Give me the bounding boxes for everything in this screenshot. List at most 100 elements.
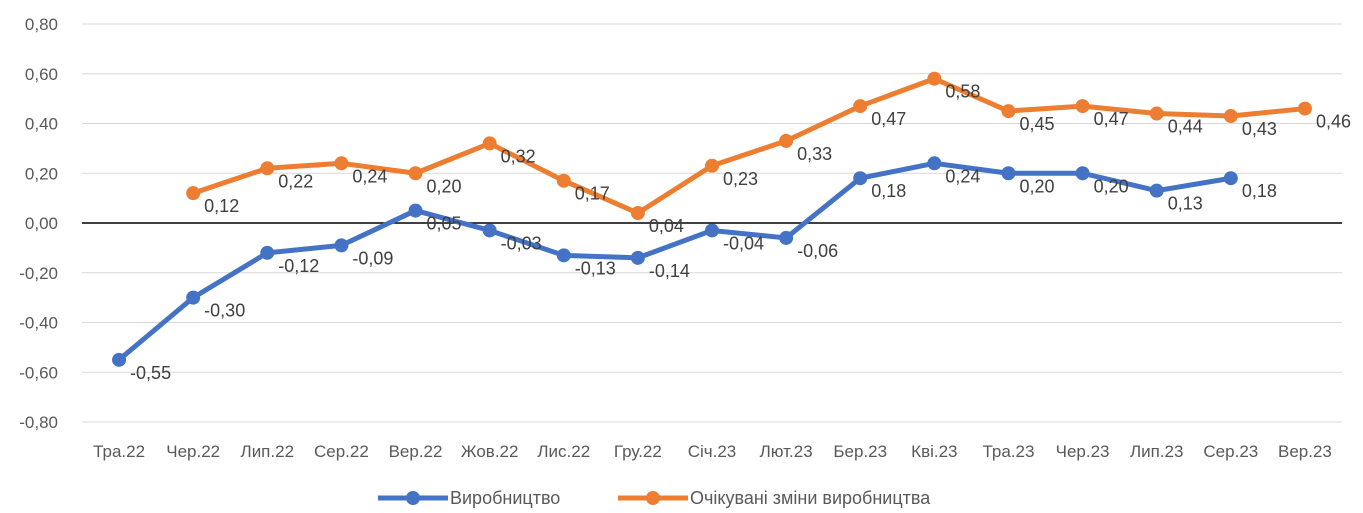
data-label: -0,30 [204, 301, 245, 321]
data-point [186, 290, 201, 305]
data-point [853, 171, 868, 186]
data-point [408, 203, 423, 218]
data-label: 0,24 [352, 166, 387, 186]
data-label: 0,47 [871, 109, 906, 129]
data-label: 0,22 [278, 171, 313, 191]
data-point [853, 99, 868, 114]
y-tick-label: -0,80 [19, 413, 58, 432]
data-point [260, 245, 275, 260]
legend-swatch-marker [646, 491, 660, 505]
y-tick-label: -0,60 [19, 363, 58, 382]
data-label: -0,13 [575, 258, 616, 278]
data-point [482, 136, 497, 151]
data-point [705, 223, 719, 238]
data-label: 0,04 [649, 216, 684, 236]
data-point [1149, 183, 1164, 198]
y-tick-label: 0,20 [25, 164, 58, 183]
legend-swatch-marker [406, 491, 420, 505]
data-point [1075, 99, 1090, 114]
series-line-1 [190, 76, 1308, 216]
data-point [779, 230, 794, 245]
y-tick-label: -0,40 [19, 314, 58, 333]
x-tick-label: Січ.23 [688, 442, 737, 461]
data-label: 0,13 [1168, 194, 1203, 214]
x-tick-label: Гру.22 [614, 442, 662, 461]
x-tick-label: Сер.23 [1203, 442, 1258, 461]
x-tick-label: Жов.22 [461, 442, 519, 461]
data-point [630, 206, 645, 221]
x-tick-label: Тра.23 [982, 442, 1034, 461]
data-point [556, 248, 571, 263]
data-label: 0,18 [1242, 181, 1277, 201]
series-lines [116, 76, 1308, 363]
y-tick-label: -0,20 [19, 264, 58, 283]
series-line-0 [116, 160, 1234, 363]
y-tick-label: 0,00 [25, 214, 58, 233]
data-labels: -0,55 -0,30 -0,12 -0,09 0,05 -0,03 -0,13 -0,14 -… [130, 82, 1351, 383]
gridlines [82, 23, 1342, 423]
data-label: -0,09 [352, 248, 393, 268]
x-tick-label: Лип.22 [241, 442, 295, 461]
data-label: 0,23 [723, 169, 758, 189]
data-label: 0,20 [1019, 176, 1054, 196]
x-tick-label: Лис.22 [537, 442, 590, 461]
data-point [1149, 106, 1164, 121]
data-point [1075, 166, 1090, 181]
data-label: 0,20 [427, 176, 462, 196]
legend-label: Виробництво [450, 488, 560, 508]
data-label: 0,47 [1094, 109, 1129, 129]
x-tick-label: Бер.23 [833, 442, 887, 461]
data-label: -0,03 [501, 233, 542, 253]
data-label: -0,12 [278, 256, 319, 276]
data-point [556, 173, 571, 188]
data-label: -0,14 [649, 261, 690, 281]
y-tick-label: 0,40 [25, 115, 58, 134]
x-tick-label: Кві.23 [911, 442, 957, 461]
data-label: -0,04 [723, 233, 764, 253]
data-label: 0,20 [1094, 176, 1129, 196]
x-tick-label: Лип.23 [1130, 442, 1184, 461]
data-point [1297, 101, 1312, 116]
data-point [927, 71, 942, 86]
x-tick-label: Вер.22 [389, 442, 443, 461]
data-point [112, 352, 127, 367]
legend-label: Очікувані зміни виробництва [690, 488, 931, 508]
series-markers [112, 71, 1312, 367]
data-label: -0,55 [130, 363, 171, 383]
data-label: 0,17 [575, 184, 610, 204]
data-label: 0,33 [797, 144, 832, 164]
data-label: 0,18 [871, 181, 906, 201]
x-tick-label: Чер.23 [1056, 442, 1110, 461]
data-point [1223, 109, 1238, 124]
data-point [1001, 104, 1016, 119]
data-label: 0,44 [1168, 117, 1203, 137]
data-point [334, 238, 349, 253]
x-axis-ticks: Тра.22 Чер.22 Лип.22 Сер.22 Вер.22 Жов.22 Лис.… [93, 442, 1332, 461]
legend: Виробництво Очікувані зміни виробництва [378, 488, 931, 508]
x-tick-label: Сер.22 [314, 442, 369, 461]
data-point [408, 166, 423, 181]
data-label: 0,45 [1019, 114, 1054, 134]
y-tick-label: 0,60 [25, 65, 58, 84]
data-label: 0,12 [204, 196, 239, 216]
y-axis-ticks: -0,80 -0,60 -0,40 -0,20 0,00 0,20 0,40 0,60 0,80 [19, 15, 58, 432]
data-label: -0,06 [797, 241, 838, 261]
data-point [630, 250, 645, 265]
y-tick-label: 0,80 [25, 15, 58, 34]
data-point [779, 133, 794, 148]
data-point [334, 156, 349, 171]
data-point [705, 158, 719, 173]
data-point [1223, 171, 1238, 186]
x-tick-label: Вер.23 [1278, 442, 1332, 461]
x-tick-label: Лют.23 [760, 442, 813, 461]
data-label: 0,58 [945, 82, 980, 102]
data-point [260, 161, 275, 176]
data-label: 0,46 [1316, 112, 1351, 132]
data-point [482, 223, 497, 238]
data-label: 0,24 [945, 166, 980, 186]
x-tick-label: Чер.22 [166, 442, 220, 461]
data-point [1001, 166, 1016, 181]
x-tick-label: Тра.22 [93, 442, 145, 461]
data-label: 0,05 [427, 214, 462, 234]
data-point [927, 156, 942, 171]
